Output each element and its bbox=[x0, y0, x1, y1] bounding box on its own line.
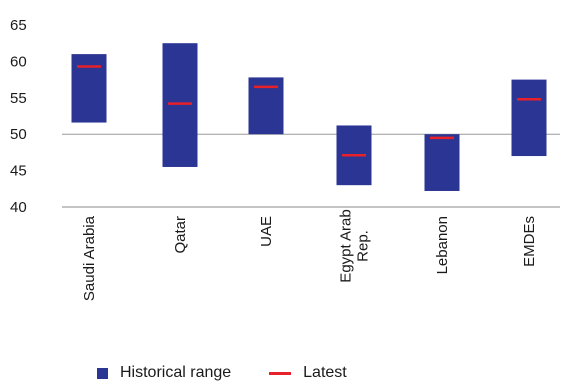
x-tick-label-text: EMDEs bbox=[521, 216, 538, 267]
y-tick-label: 65 bbox=[10, 17, 27, 34]
y-tick-label: 50 bbox=[10, 126, 27, 143]
range-bars bbox=[71, 43, 547, 191]
x-tick-label-text: Lebanon bbox=[434, 216, 451, 274]
range-bar bbox=[424, 134, 460, 191]
range-bar bbox=[511, 79, 547, 157]
legend-item-historical-range: Historical range bbox=[97, 364, 231, 382]
legend-swatch-box bbox=[97, 367, 108, 379]
x-tick-label-text: UAE bbox=[258, 216, 275, 247]
x-tick-label-text: Saudi Arabia bbox=[81, 215, 98, 301]
x-tick-label: Qatar bbox=[172, 216, 189, 254]
y-tick-label: 45 bbox=[10, 163, 27, 180]
y-axis: 40 45 50 55 60 65 bbox=[10, 17, 560, 216]
y-tick-label: 40 bbox=[10, 199, 27, 216]
y-tick-label: 55 bbox=[10, 90, 27, 107]
range-bar bbox=[71, 54, 107, 123]
legend-swatch-line bbox=[269, 371, 292, 375]
legend-label: Latest bbox=[303, 364, 347, 381]
x-tick-label: Egypt ArabRep. bbox=[338, 209, 372, 282]
x-tick-label: UAE bbox=[258, 216, 275, 247]
x-tick-label: Lebanon bbox=[434, 216, 451, 274]
y-tick-label: 60 bbox=[10, 53, 27, 70]
x-tick-label: EMDEs bbox=[521, 216, 538, 267]
legend-label: Historical range bbox=[120, 364, 232, 381]
x-axis: Saudi Arabia Qatar UAE Egypt ArabRep. Lebano… bbox=[81, 209, 538, 301]
range-bar bbox=[162, 43, 198, 167]
x-tick-label-text: Egypt ArabRep. bbox=[338, 209, 372, 282]
chart: 40 45 50 55 60 65 Saudi Arabia Qatar UAE Egypt A… bbox=[10, 17, 560, 301]
x-tick-label-text: Qatar bbox=[172, 216, 189, 254]
legend: Historical range Latest bbox=[97, 364, 385, 382]
latest-markers bbox=[77, 65, 541, 157]
legend-item-latest: Latest bbox=[269, 364, 347, 382]
x-tick-label: Saudi Arabia bbox=[81, 215, 98, 301]
